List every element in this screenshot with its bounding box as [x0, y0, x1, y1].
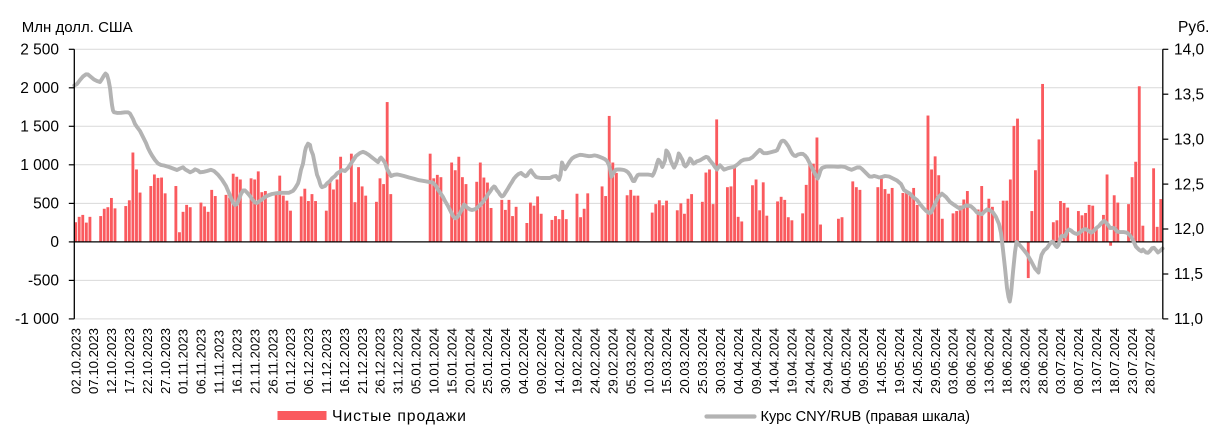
- svg-text:24.05.2024: 24.05.2024: [910, 328, 925, 394]
- svg-text:26.11.2023: 26.11.2023: [265, 329, 280, 394]
- svg-text:24.02.2024: 24.02.2024: [588, 328, 603, 394]
- svg-text:26.12.2023: 26.12.2023: [373, 328, 388, 394]
- svg-text:Чистые продажи: Чистые продажи: [332, 408, 467, 425]
- svg-text:08.07.2024: 08.07.2024: [1071, 328, 1086, 394]
- svg-text:06.11.2023: 06.11.2023: [194, 329, 209, 394]
- svg-text:11,0: 11,0: [1174, 311, 1203, 328]
- svg-text:13.06.2024: 13.06.2024: [982, 328, 997, 394]
- svg-text:1 500: 1 500: [20, 119, 59, 136]
- svg-text:2 500: 2 500: [20, 42, 59, 59]
- svg-text:-500: -500: [28, 273, 59, 290]
- svg-text:16.11.2023: 16.11.2023: [230, 329, 245, 394]
- svg-text:25.03.2024: 25.03.2024: [695, 328, 710, 394]
- svg-text:04.04.2024: 04.04.2024: [731, 328, 746, 394]
- svg-text:30.01.2024: 30.01.2024: [498, 328, 513, 394]
- svg-text:17.10.2023: 17.10.2023: [122, 328, 137, 394]
- svg-text:18.06.2024: 18.06.2024: [1000, 328, 1015, 394]
- svg-text:03.06.2024: 03.06.2024: [946, 328, 961, 394]
- svg-text:19.02.2024: 19.02.2024: [570, 328, 585, 394]
- svg-text:05.03.2024: 05.03.2024: [623, 328, 638, 394]
- svg-text:21.11.2023: 21.11.2023: [247, 329, 262, 394]
- svg-text:29.02.2024: 29.02.2024: [606, 328, 621, 394]
- svg-text:28.06.2024: 28.06.2024: [1035, 328, 1050, 394]
- svg-text:30.03.2024: 30.03.2024: [713, 328, 728, 394]
- svg-text:19.05.2024: 19.05.2024: [892, 328, 907, 394]
- svg-text:25.01.2024: 25.01.2024: [480, 328, 495, 394]
- svg-text:29.04.2024: 29.04.2024: [820, 328, 835, 394]
- svg-text:23.06.2024: 23.06.2024: [1017, 328, 1032, 394]
- svg-text:14,0: 14,0: [1174, 42, 1205, 59]
- svg-text:05.01.2024: 05.01.2024: [409, 328, 424, 394]
- svg-text:12,0: 12,0: [1174, 221, 1205, 238]
- svg-text:500: 500: [33, 196, 59, 213]
- svg-text:09.05.2024: 09.05.2024: [856, 328, 871, 394]
- svg-text:21.12.2023: 21.12.2023: [355, 328, 370, 394]
- svg-text:10.01.2024: 10.01.2024: [426, 328, 441, 394]
- svg-text:01.12.2023: 01.12.2023: [283, 328, 298, 394]
- svg-text:14.05.2024: 14.05.2024: [874, 328, 889, 394]
- svg-text:08.06.2024: 08.06.2024: [964, 328, 979, 394]
- svg-text:10.03.2024: 10.03.2024: [641, 328, 656, 394]
- svg-text:01.11.2023: 01.11.2023: [176, 329, 191, 394]
- svg-text:09.04.2024: 09.04.2024: [749, 328, 764, 394]
- svg-text:20.03.2024: 20.03.2024: [677, 328, 692, 394]
- svg-text:03.07.2024: 03.07.2024: [1053, 328, 1068, 394]
- svg-text:23.07.2024: 23.07.2024: [1125, 328, 1140, 394]
- svg-text:28.07.2024: 28.07.2024: [1143, 328, 1158, 394]
- svg-text:22.10.2023: 22.10.2023: [140, 328, 155, 394]
- svg-text:14.04.2024: 14.04.2024: [767, 328, 782, 394]
- svg-text:-1 000: -1 000: [15, 311, 59, 328]
- svg-text:18.07.2024: 18.07.2024: [1107, 328, 1122, 394]
- svg-text:11.11.2023: 11.11.2023: [212, 330, 227, 394]
- svg-text:16.12.2023: 16.12.2023: [337, 328, 352, 394]
- svg-text:29.05.2024: 29.05.2024: [928, 328, 943, 394]
- svg-text:04.05.2024: 04.05.2024: [838, 328, 853, 394]
- svg-text:06.12.2023: 06.12.2023: [301, 328, 316, 394]
- svg-text:0: 0: [50, 234, 59, 251]
- svg-text:15.01.2024: 15.01.2024: [444, 328, 459, 394]
- svg-text:31.12.2023: 31.12.2023: [391, 328, 406, 394]
- svg-text:13,0: 13,0: [1174, 131, 1205, 148]
- svg-text:Курс CNY/RUB (правая шкала): Курс CNY/RUB (правая шкала): [761, 409, 971, 425]
- svg-text:Руб.: Руб.: [1178, 19, 1209, 36]
- svg-text:Млн долл. США: Млн долл. США: [22, 19, 133, 36]
- svg-text:02.10.2023: 02.10.2023: [68, 328, 83, 394]
- svg-text:14.02.2024: 14.02.2024: [552, 328, 567, 394]
- svg-text:04.02.2024: 04.02.2024: [516, 328, 531, 394]
- svg-text:19.04.2024: 19.04.2024: [785, 328, 800, 394]
- svg-text:13.07.2024: 13.07.2024: [1089, 328, 1104, 394]
- svg-text:24.04.2024: 24.04.2024: [803, 328, 818, 394]
- svg-text:1 000: 1 000: [20, 157, 59, 174]
- svg-text:09.02.2024: 09.02.2024: [534, 328, 549, 394]
- svg-text:20.01.2024: 20.01.2024: [462, 328, 477, 394]
- svg-text:07.10.2023: 07.10.2023: [86, 328, 101, 394]
- svg-text:12,5: 12,5: [1174, 176, 1204, 193]
- svg-text:12.10.2023: 12.10.2023: [104, 328, 119, 394]
- svg-text:11.12.2023: 11.12.2023: [319, 329, 334, 394]
- svg-text:15.03.2024: 15.03.2024: [659, 328, 674, 394]
- svg-text:11,5: 11,5: [1174, 266, 1203, 283]
- svg-text:13,5: 13,5: [1174, 86, 1204, 103]
- svg-text:2 000: 2 000: [20, 80, 59, 97]
- svg-text:27.10.2023: 27.10.2023: [158, 328, 173, 394]
